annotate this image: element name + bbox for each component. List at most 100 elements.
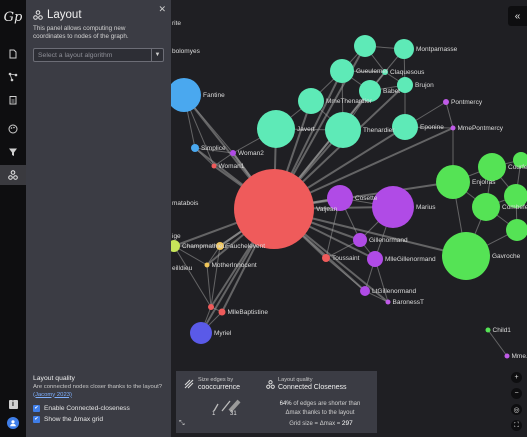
graph-node[interactable] xyxy=(360,286,370,296)
edge-size-icon xyxy=(184,379,194,389)
chevron-down-icon[interactable]: ▼ xyxy=(151,49,163,61)
node-label: Brujon xyxy=(415,82,434,89)
connected-closeness-checkbox[interactable]: ✔ Enable Connected-closeness xyxy=(33,405,165,412)
quality-stats: 64% of edges are shorter than Δmax thank… xyxy=(279,401,361,416)
graph-edge xyxy=(194,147,234,154)
layout-icon xyxy=(266,380,275,389)
node-label: Gueulemer xyxy=(356,68,389,75)
close-icon[interactable]: ✕ xyxy=(158,4,166,14)
delta-max-grid-checkbox[interactable]: ✔ Show the Δmax grid xyxy=(33,416,165,423)
file-icon[interactable] xyxy=(0,44,26,64)
edge-size-legend: Size edges by cooccurrence xyxy=(184,377,269,391)
graph-node[interactable] xyxy=(359,80,381,102)
reset-view-icon[interactable]: ◎ xyxy=(511,404,522,415)
node-label: Fantine xyxy=(203,92,225,99)
node-label: Simplice xyxy=(201,145,226,152)
layout-panel: Layout ✕ This panel allows computing new… xyxy=(26,0,171,437)
checkbox-checked-icon[interactable]: ✔ xyxy=(33,405,40,412)
graph-node[interactable] xyxy=(208,304,214,310)
graph-node[interactable] xyxy=(443,99,449,105)
graph-node[interactable] xyxy=(397,77,413,93)
collapse-panel-button[interactable]: « xyxy=(508,6,527,26)
graph-node[interactable] xyxy=(478,153,506,181)
graph-node[interactable] xyxy=(504,353,510,359)
graph-edge xyxy=(173,245,212,308)
graph-edge xyxy=(206,264,212,308)
graph-node[interactable] xyxy=(191,144,199,152)
node-label: BaronessT xyxy=(393,299,424,306)
scale-max: 31 xyxy=(230,411,237,417)
graph-node[interactable] xyxy=(450,125,456,131)
graph-node[interactable] xyxy=(392,114,418,140)
panel-title: Layout xyxy=(47,9,82,21)
logo-icon: Gp xyxy=(3,10,23,25)
zoom-out-icon[interactable]: − xyxy=(511,388,522,399)
layout-quality-legend: Layout quality Connected Closeness xyxy=(266,377,376,391)
graph-node[interactable] xyxy=(204,262,210,268)
graph-node[interactable] xyxy=(216,242,224,250)
graph-node[interactable] xyxy=(168,240,180,252)
jacomy-link[interactable]: (Jacomy 2023) xyxy=(33,391,72,398)
graph-edge xyxy=(173,245,208,266)
graph-node[interactable] xyxy=(436,165,470,199)
graph-node[interactable] xyxy=(513,152,527,168)
graph-node[interactable] xyxy=(506,219,527,241)
graph-node[interactable] xyxy=(394,39,414,59)
layout-algorithm-select[interactable]: Select a layout algorithm ▼ xyxy=(33,48,164,62)
graph-node[interactable] xyxy=(472,193,500,221)
icon-rail: Gp i xyxy=(0,0,26,437)
expand-icon[interactable]: ⤡ xyxy=(179,420,185,427)
graph-node[interactable] xyxy=(257,110,295,148)
node-label: Courfeyrac xyxy=(508,164,527,171)
node-label: Fauchelevent xyxy=(226,243,265,250)
graph-node[interactable] xyxy=(322,254,330,262)
node-label: eilldieu xyxy=(172,265,193,272)
graph-icon[interactable] xyxy=(0,67,26,87)
node-label: Woman2 xyxy=(238,150,264,157)
node-label: ige xyxy=(172,233,181,240)
info-icon[interactable]: i xyxy=(8,400,18,409)
graph-node[interactable] xyxy=(234,169,314,249)
graph-node[interactable] xyxy=(298,88,324,114)
user-avatar-icon[interactable] xyxy=(7,417,19,429)
node-label: Enjolras xyxy=(472,179,496,186)
size-value: cooccurrence xyxy=(198,383,241,391)
node-label: Champmathieu xyxy=(182,243,226,250)
checkbox-checked-icon[interactable]: ✔ xyxy=(33,416,40,423)
node-label: Marius xyxy=(416,204,436,211)
graph-node[interactable] xyxy=(367,251,383,267)
panel-header: Layout xyxy=(26,0,171,21)
graph-node[interactable] xyxy=(385,299,391,305)
fullscreen-icon[interactable]: ⛶ xyxy=(511,420,522,431)
size-label: Size edges by xyxy=(198,377,234,383)
graph-node[interactable] xyxy=(167,78,201,112)
zoom-in-icon[interactable]: + xyxy=(511,372,522,383)
layout-icon xyxy=(33,10,43,20)
node-label: LtGillenormand xyxy=(372,288,416,295)
palette-icon[interactable] xyxy=(0,119,26,139)
graph-node[interactable] xyxy=(327,185,353,211)
clipboard-icon[interactable] xyxy=(0,90,26,110)
graph-node[interactable] xyxy=(442,232,490,280)
filter-icon[interactable] xyxy=(0,142,26,162)
graph-node[interactable] xyxy=(485,327,491,333)
graph-node[interactable] xyxy=(372,186,414,228)
node-label: Thenardier xyxy=(363,127,395,134)
graph-node[interactable] xyxy=(382,69,388,75)
graph-node[interactable] xyxy=(211,163,217,169)
node-label: matabois xyxy=(172,200,199,207)
quality-description: Are connected nodes closer thanks to the… xyxy=(33,384,163,398)
graph-node[interactable] xyxy=(504,184,527,208)
node-label: MmePontmercy xyxy=(458,125,504,132)
graph-node[interactable] xyxy=(354,35,376,57)
graph-node[interactable] xyxy=(353,233,367,247)
graph-node[interactable] xyxy=(330,59,354,83)
graph-node[interactable] xyxy=(218,308,226,316)
graph-node[interactable] xyxy=(190,322,212,344)
layout-icon[interactable] xyxy=(0,165,26,185)
graph-node[interactable] xyxy=(325,112,361,148)
graph-node[interactable] xyxy=(230,150,236,156)
node-label: Gillenormand xyxy=(369,237,408,244)
